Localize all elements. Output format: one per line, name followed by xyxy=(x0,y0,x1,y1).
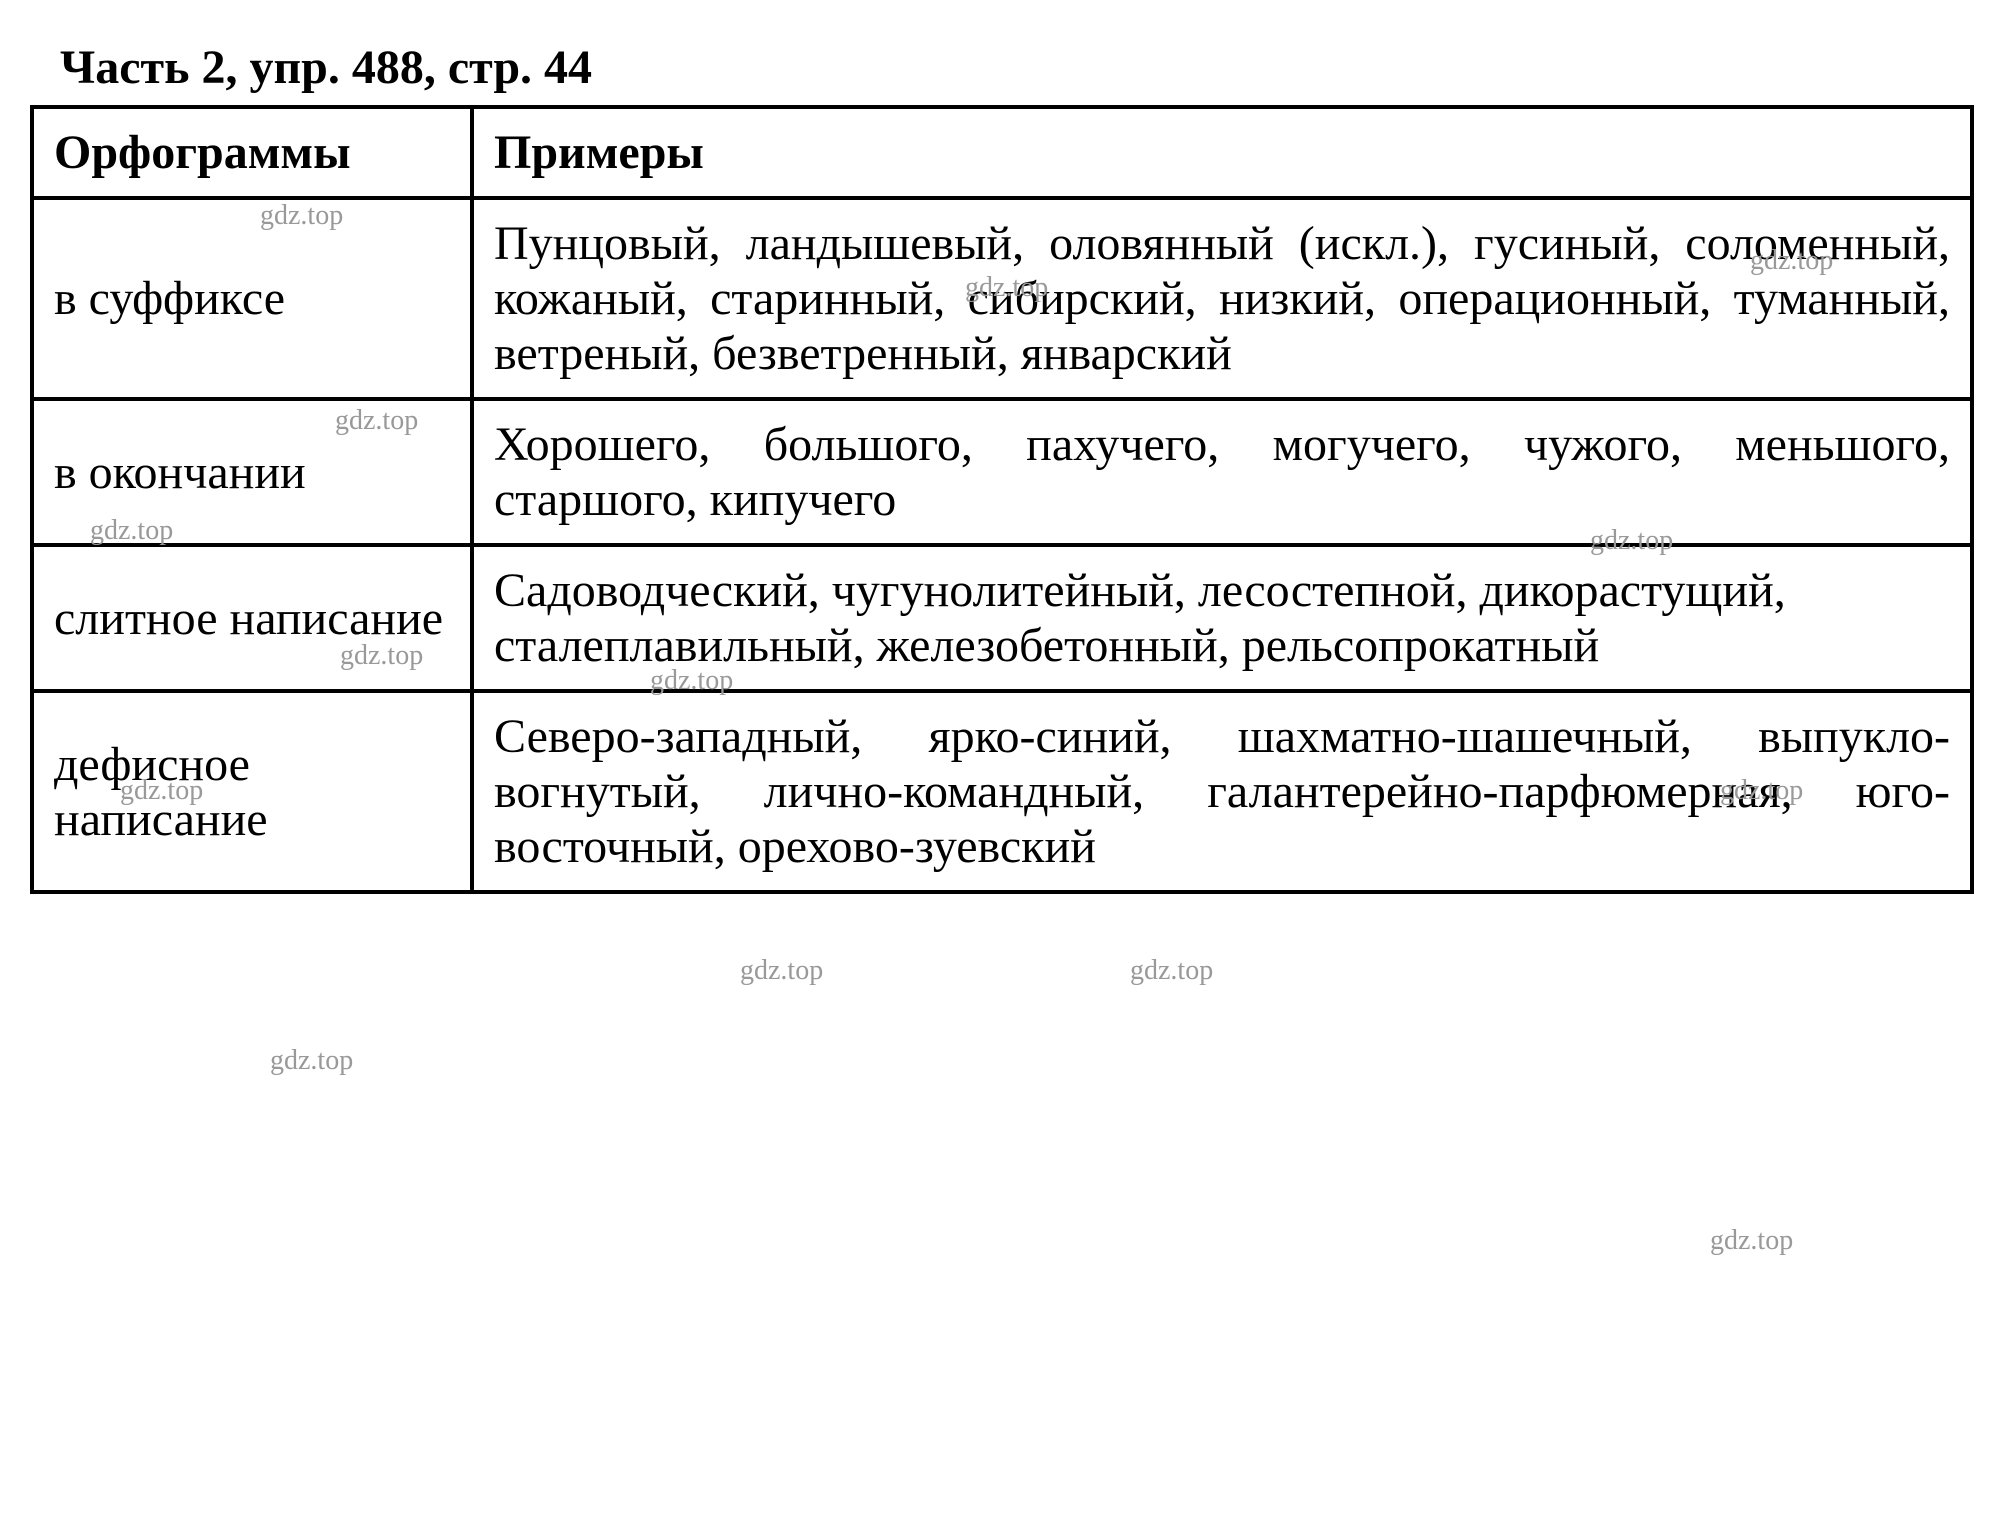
table-container: Орфограммы Примеры в суффиксе Пунцовый, … xyxy=(30,105,1970,894)
page-title: Часть 2, упр. 488, стр. 44 xyxy=(60,40,1969,95)
cell-orthogram: дефисное написание xyxy=(32,691,472,892)
cell-orthogram: слитное написание xyxy=(32,545,472,691)
table-header-row: Орфограммы Примеры xyxy=(32,107,1972,198)
cell-examples: Хорошего, большого, пахучего, могучего, … xyxy=(472,399,1972,545)
table-row: в суффиксе Пунцовый, ландышевый, оловянн… xyxy=(32,198,1972,399)
table-row: дефисное написание Северо-западный, ярко… xyxy=(32,691,1972,892)
cell-examples: Северо-западный, ярко-синий, шахматно-ша… xyxy=(472,691,1972,892)
cell-examples: Садоводческий, чугунолитейный, лесостепн… xyxy=(472,545,1972,691)
header-examples: Примеры xyxy=(472,107,1972,198)
cell-orthogram: в окончании xyxy=(32,399,472,545)
watermark: gdz.top xyxy=(1710,1225,1793,1257)
watermark: gdz.top xyxy=(740,955,823,987)
cell-orthogram: в суффиксе xyxy=(32,198,472,399)
header-orthogram: Орфограммы xyxy=(32,107,472,198)
orthogram-table: Орфограммы Примеры в суффиксе Пунцовый, … xyxy=(30,105,1974,894)
cell-examples: Пунцовый, ландышевый, оловянный (искл.),… xyxy=(472,198,1972,399)
watermark: gdz.top xyxy=(270,1045,353,1077)
table-row: слитное написание Садоводческий, чугунол… xyxy=(32,545,1972,691)
watermark: gdz.top xyxy=(1130,955,1213,987)
table-row: в окончании Хорошего, большого, пахучего… xyxy=(32,399,1972,545)
